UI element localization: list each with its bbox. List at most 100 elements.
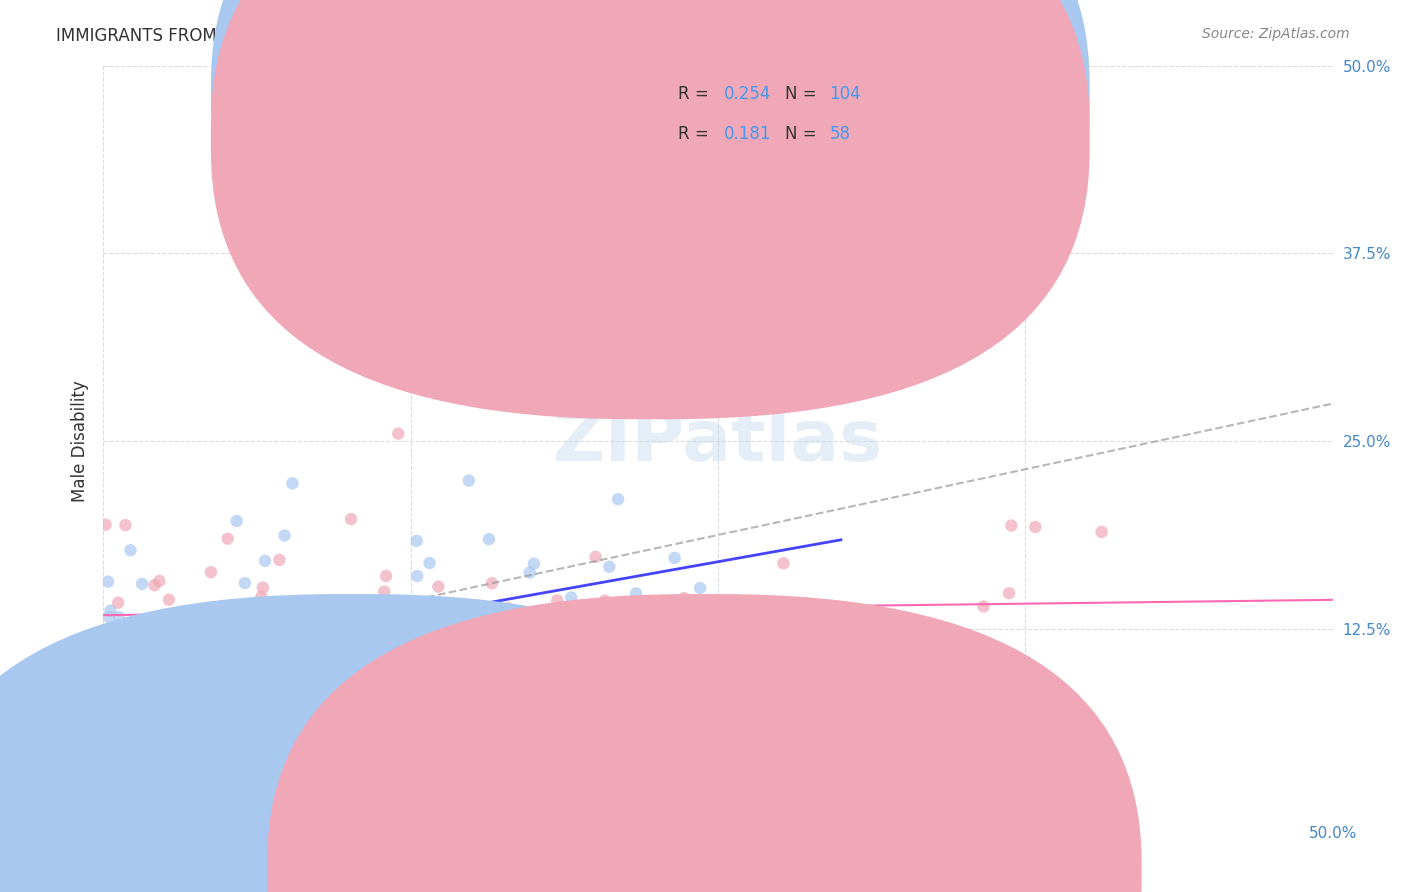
Point [138, 714, 160, 728]
Point [299, 624, 322, 638]
Point [101, 630, 124, 644]
Point [709, 656, 731, 670]
Y-axis label: Male Disability: Male Disability [72, 380, 89, 502]
Point [368, 602, 391, 616]
Point [101, 627, 124, 641]
Point [505, 662, 527, 676]
Point [200, 565, 222, 579]
Point [163, 607, 186, 621]
Point [103, 706, 125, 720]
Text: 0.254: 0.254 [724, 85, 772, 103]
Point [243, 626, 266, 640]
Point [188, 602, 211, 616]
Point [112, 687, 135, 701]
Text: IMMIGRANTS FROM PERU VS IMMIGRANTS FROM WESTERN ASIA MALE DISABILITY CORRELATION: IMMIGRANTS FROM PERU VS IMMIGRANTS FROM … [56, 27, 922, 45]
Point [536, 613, 558, 627]
Point [115, 658, 138, 673]
Point [152, 640, 174, 654]
Point [456, 603, 478, 617]
Point [309, 733, 332, 747]
Point [148, 574, 170, 588]
Point [673, 591, 696, 606]
Point [231, 661, 253, 675]
Point [108, 610, 131, 624]
Point [98, 663, 121, 677]
Point [174, 704, 197, 718]
Point [146, 642, 169, 657]
Point [269, 553, 291, 567]
Text: ZIPatlas: ZIPatlas [553, 407, 883, 475]
Point [233, 667, 256, 681]
Point [117, 745, 139, 759]
Point [498, 625, 520, 640]
Point [523, 557, 546, 571]
Point [254, 554, 277, 568]
Point [1000, 518, 1022, 533]
Point [110, 682, 132, 697]
Text: Source: ZipAtlas.com: Source: ZipAtlas.com [1202, 27, 1350, 41]
Point [389, 749, 412, 764]
Point [97, 574, 120, 589]
Point [337, 611, 360, 625]
Point [132, 640, 155, 654]
Point [308, 608, 330, 623]
Point [419, 556, 441, 570]
Point [273, 528, 295, 542]
Point [131, 577, 153, 591]
Point [117, 687, 139, 701]
Point [336, 650, 359, 665]
Point [593, 593, 616, 607]
Point [162, 652, 184, 666]
Point [136, 657, 159, 671]
Point [107, 618, 129, 632]
Point [276, 636, 298, 650]
Point [905, 614, 928, 628]
Point [100, 655, 122, 669]
Point [207, 763, 229, 777]
Text: 104: 104 [830, 85, 860, 103]
Point [340, 512, 363, 526]
Point [415, 601, 437, 615]
Point [212, 626, 235, 640]
Point [118, 676, 141, 690]
Point [143, 578, 166, 592]
Point [581, 632, 603, 647]
Point [97, 653, 120, 667]
Point [522, 708, 544, 723]
Point [252, 581, 274, 595]
Point [519, 566, 541, 580]
Point [204, 703, 226, 717]
Point [998, 586, 1021, 600]
Point [453, 651, 475, 665]
Point [120, 636, 142, 650]
Point [97, 699, 120, 714]
Point [291, 632, 314, 646]
Point [120, 667, 142, 681]
Text: Immigrants from Western Asia: Immigrants from Western Asia [717, 861, 970, 879]
Text: 0.181: 0.181 [724, 125, 772, 143]
Point [129, 620, 152, 634]
Point [243, 613, 266, 627]
Point [112, 706, 135, 720]
Point [373, 584, 395, 599]
Point [198, 623, 221, 637]
Point [312, 679, 335, 693]
Point [506, 628, 529, 642]
Point [496, 601, 519, 615]
Point [522, 119, 544, 133]
Point [253, 686, 276, 700]
Text: N =: N = [785, 125, 827, 143]
Point [208, 732, 231, 747]
Point [405, 533, 427, 548]
Point [973, 599, 995, 614]
Point [160, 642, 183, 657]
Point [682, 603, 704, 617]
Point [205, 680, 228, 694]
Point [245, 606, 267, 620]
Point [163, 617, 186, 632]
Point [254, 692, 277, 706]
Point [204, 679, 226, 693]
Point [406, 569, 429, 583]
Point [387, 713, 409, 727]
Point [375, 569, 398, 583]
